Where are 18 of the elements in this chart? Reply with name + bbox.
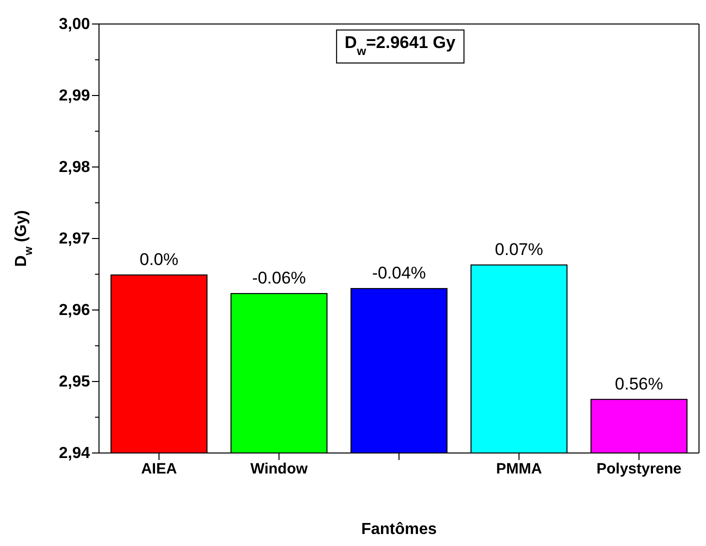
annotation: 0.56% [614, 374, 664, 394]
y-tick-label: 3,00 [58, 16, 90, 34]
y-tick-label: 2,98 [58, 159, 90, 176]
y-tick-label: 2,95 [58, 374, 90, 391]
annotation: -0.06% [252, 268, 306, 288]
y-tick-label: 2,94 [58, 445, 90, 462]
x-axis-title: Fantômes [361, 521, 437, 538]
y-tick-label: 2,99 [58, 88, 90, 105]
y-tick-label: 2,97 [58, 230, 90, 248]
annotation: 0.07% [494, 240, 544, 259]
annotation: -0.04% [372, 264, 426, 283]
x-tick-label: Window [250, 460, 308, 478]
x-tick-label: PMMA [496, 460, 542, 478]
x-tick-label: Polystyrene [596, 460, 682, 478]
annotation: 0.0% [140, 250, 178, 269]
x-tick-label: AIEA [141, 460, 178, 478]
y-tick-label: 2,96 [58, 302, 90, 320]
annotation: D$_{w}$=2.9641 Gy [344, 33, 456, 58]
